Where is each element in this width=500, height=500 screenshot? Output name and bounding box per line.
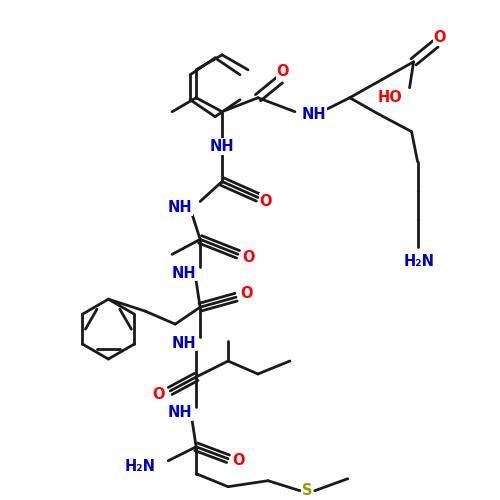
Text: NH: NH xyxy=(168,406,192,420)
Text: H₂N: H₂N xyxy=(124,459,156,474)
Text: O: O xyxy=(232,454,244,468)
Text: NH: NH xyxy=(168,200,192,215)
Text: NH: NH xyxy=(172,266,196,281)
Text: O: O xyxy=(242,250,254,265)
Text: S: S xyxy=(302,483,312,498)
Text: NH: NH xyxy=(210,139,234,154)
Text: HO: HO xyxy=(378,90,402,105)
Text: O: O xyxy=(433,30,446,46)
Text: O: O xyxy=(152,388,164,402)
Text: H₂N: H₂N xyxy=(404,254,435,269)
Text: NH: NH xyxy=(302,107,326,122)
Text: NH: NH xyxy=(172,336,196,350)
Text: O: O xyxy=(276,64,289,80)
Text: O: O xyxy=(240,286,252,300)
Text: O: O xyxy=(260,194,272,209)
